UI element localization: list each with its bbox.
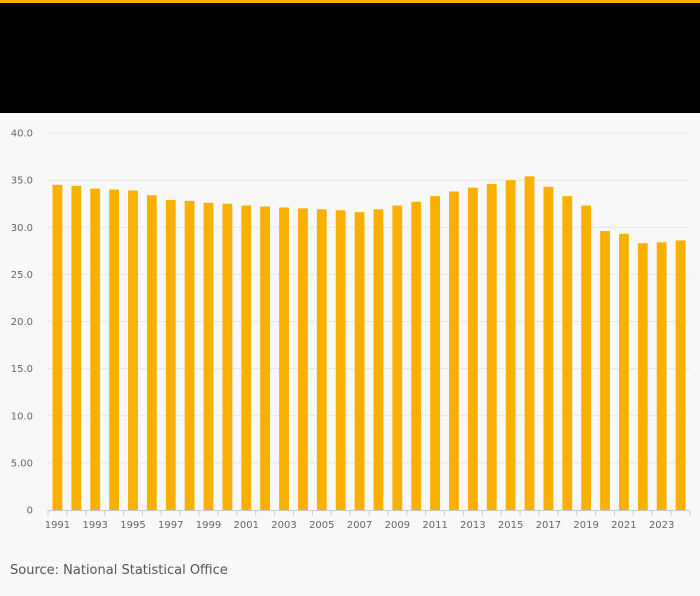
bar-2012 — [449, 191, 459, 510]
bar-2016 — [524, 176, 535, 511]
bar-2013 — [467, 187, 478, 510]
y-tick-label: 25.0 — [11, 270, 33, 281]
y-tick-label: 30.0 — [11, 223, 33, 234]
bar-1998 — [184, 200, 195, 511]
bar-2007 — [354, 212, 365, 511]
y-tick-label: 40.0 — [11, 129, 33, 140]
x-tick-label: 2015 — [498, 520, 523, 531]
bar-2018 — [562, 196, 573, 510]
y-tick-label: 20.0 — [11, 317, 33, 328]
grid-lines — [48, 132, 690, 464]
x-tick-label: 2009 — [385, 520, 410, 531]
bar-1996 — [146, 195, 157, 510]
bar-1992 — [71, 185, 82, 510]
bar-2014 — [486, 183, 497, 510]
x-tick-label: 2005 — [309, 520, 334, 531]
bar-2008 — [373, 209, 384, 510]
source-note: Source: National Statistical Office — [10, 563, 228, 578]
bar-2021 — [619, 233, 629, 510]
x-tick-label: 1991 — [45, 520, 70, 531]
y-tick-label: 35.0 — [11, 176, 33, 187]
bar-2020 — [600, 231, 610, 510]
bar-1997 — [165, 199, 176, 510]
bar-2017 — [543, 186, 554, 510]
bar-2004 — [298, 208, 308, 510]
bar-2000 — [222, 203, 233, 510]
y-tick-label: 15.0 — [11, 364, 33, 375]
x-tick-label: 1997 — [158, 520, 183, 531]
bar-2001 — [241, 205, 252, 510]
x-tick-label: 2007 — [347, 520, 372, 531]
bar-2023 — [656, 242, 667, 510]
header-banner — [0, 0, 700, 113]
bar-1993 — [90, 188, 101, 511]
x-tick-label: 2013 — [460, 520, 485, 531]
bar-2009 — [392, 205, 403, 510]
bar-1994 — [109, 189, 119, 511]
bar-2010 — [411, 201, 422, 510]
x-tick-label: 2011 — [422, 520, 447, 531]
x-tick-label: 2019 — [573, 520, 598, 531]
bars — [52, 176, 686, 511]
bar-chart: 0 5.00 10.0 15.0 20.0 25.0 30.0 35.0 40.0 1991 199… — [11, 129, 691, 531]
bar-2011 — [430, 196, 440, 510]
x-tick-label: 2021 — [611, 520, 636, 531]
bar-2006 — [335, 210, 346, 510]
x-tick-label: 2023 — [649, 520, 674, 531]
x-tick-label: 1993 — [82, 520, 107, 531]
chart-area: 0 5.00 10.0 15.0 20.0 25.0 30.0 35.0 40.0 1991 199… — [0, 113, 700, 543]
bar-2005 — [316, 209, 327, 510]
bar-2002 — [260, 206, 271, 510]
bar-2019 — [581, 205, 592, 510]
x-tick-label: 1995 — [120, 520, 145, 531]
bar-2022 — [637, 243, 648, 510]
bar-2015 — [505, 180, 516, 510]
bar-1999 — [203, 202, 214, 510]
bar-2024 — [675, 240, 686, 510]
bar-1995 — [128, 190, 138, 510]
x-tick-label: 2017 — [536, 520, 561, 531]
bar-1991 — [52, 184, 63, 510]
y-tick-label: 10.0 — [11, 411, 33, 422]
x-tick-label: 2001 — [234, 520, 259, 531]
y-tick-label: 0 — [27, 506, 33, 517]
x-tick-label: 1999 — [196, 520, 221, 531]
axes: 0 5.00 10.0 15.0 20.0 25.0 30.0 35.0 40.0 1991 199… — [11, 129, 691, 531]
bar-2003 — [279, 207, 289, 510]
x-tick-label: 2003 — [271, 520, 296, 531]
y-tick-label: 5.00 — [11, 458, 33, 469]
